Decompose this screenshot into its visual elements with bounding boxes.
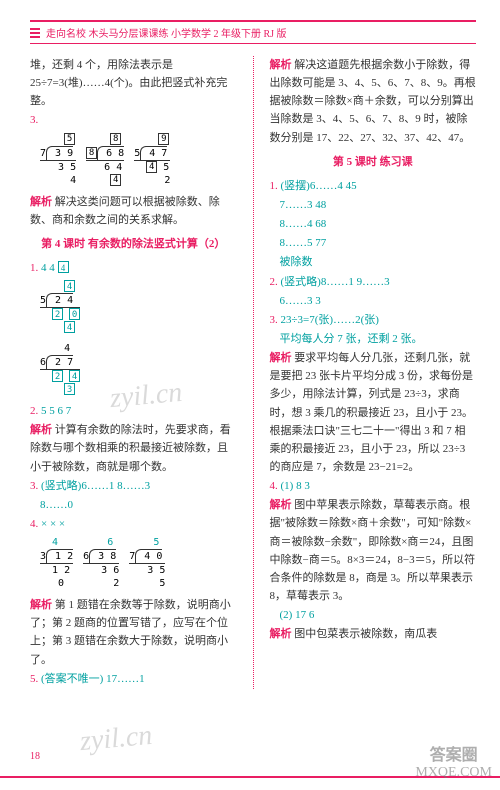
corner-bottom: MXQE.COM	[415, 765, 492, 782]
division-q4c: 5 7 4 0 3 5 5	[129, 536, 165, 590]
analysis4-label: 解析	[30, 599, 52, 611]
division-1: 5 7 3 9 3 5 4	[40, 133, 76, 187]
r-analysis3-label: 解析	[270, 352, 292, 364]
q4-divisions: 4 3 1 2 1 2 0 6 6 3 8 3 6 2 5 7 4 0 3 5	[30, 534, 237, 596]
analysis-label: 解析	[30, 196, 52, 208]
q1-label: 1.	[30, 262, 38, 274]
page-number: 18	[30, 751, 40, 762]
r-analysis4-text: 图中苹果表示除数，草莓表示商。根据"被除数＝除数×商＋余数"，可知"除数×商＝被…	[270, 499, 476, 602]
header-icon	[30, 28, 40, 38]
division-3: 9 5 4 7 4 5 2	[134, 133, 170, 187]
division-q4a: 4 3 1 2 1 2 0	[40, 536, 73, 590]
q3-divisions: 5 7 3 9 3 5 4 8 8 6 8 6 4 4 9 5 4 7 4 5	[30, 131, 237, 193]
analysis-top-label: 解析	[270, 59, 292, 71]
para-intro: 堆，还剩 4 个，用除法表示是 25÷7=3(堆)……4(个)。由此把竖式补充完…	[30, 56, 237, 110]
q4-label: 4.	[30, 518, 38, 530]
r-q4-label: 4.	[270, 480, 278, 492]
r-analysis4b-label: 解析	[270, 628, 292, 640]
section5-title: 第 5 课时 练习课	[270, 153, 477, 171]
left-column: 堆，还剩 4 个，用除法表示是 25÷7=3(堆)……4(个)。由此把竖式补充完…	[30, 56, 237, 689]
analysis2-text: 计算有余数的除法时，先要求商，看除数与哪个数相乘的积最接近被除数，且小于被除数，…	[30, 424, 231, 472]
r-q1-label: 1.	[270, 180, 278, 192]
watermark-2: zyil.cn	[79, 720, 154, 758]
analysis-top-text: 解决这道题先根据余数小于除数，得出除数可能是 3、4、5、6、7、8、9。再根据…	[270, 59, 476, 144]
right-column: 解析 解决这道题先根据余数小于除数，得出除数可能是 3、4、5、6、7、8、9。…	[270, 56, 477, 689]
division-q1b: 4 6 2 7 2 4 3	[40, 342, 80, 396]
r-analysis4b-text: 图中包菜表示被除数，南瓜表	[294, 628, 437, 640]
analysis4-text: 第 1 题错在余数等于除数，说明商小了；第 2 题商的位置写错了，应写在个位上；…	[30, 599, 231, 665]
analysis2-label: 解析	[30, 424, 52, 436]
division-2: 8 8 6 8 6 4 4	[86, 133, 124, 187]
q3-label: 3.	[30, 114, 38, 126]
r-q2-label: 2.	[270, 276, 278, 288]
division-q1a: 4 5 2 4 2 0 4	[40, 280, 80, 334]
header-title: 走向名校 木头马分层课课练 小学数学 2 年级下册 RJ 版	[46, 25, 287, 40]
corner-watermark: 答案圈 MXQE.COM	[415, 746, 492, 782]
q3b-label: 3.	[30, 480, 38, 492]
q1-divisions: 4 5 2 4 2 0 4 4 6 2 7 2 4 3	[30, 278, 237, 402]
section4-title: 第 4 课时 有余数的除法竖式计算（2）	[30, 235, 237, 253]
page: 走向名校 木头马分层课课练 小学数学 2 年级下册 RJ 版 堆，还剩 4 个，…	[0, 0, 500, 790]
q2-label: 2.	[30, 405, 38, 417]
analysis3-text: 解决这类问题可以根据被除数、除数、商和余数之间的关系求解。	[30, 196, 220, 226]
column-divider	[253, 56, 254, 689]
r-analysis4-label: 解析	[270, 499, 292, 511]
r-q3-label: 3.	[270, 314, 278, 326]
q5-label: 5.	[30, 673, 38, 685]
page-header: 走向名校 木头马分层课课练 小学数学 2 年级下册 RJ 版	[30, 20, 476, 44]
content-columns: 堆，还剩 4 个，用除法表示是 25÷7=3(堆)……4(个)。由此把竖式补充完…	[30, 56, 476, 689]
division-q4b: 6 6 3 8 3 6 2	[83, 536, 119, 590]
r-analysis3-text: 要求平均每人分几张，还剩几张，就是要把 23 张卡片平均分成 3 份，求每份是多…	[270, 352, 474, 473]
corner-top: 答案圈	[415, 746, 492, 765]
